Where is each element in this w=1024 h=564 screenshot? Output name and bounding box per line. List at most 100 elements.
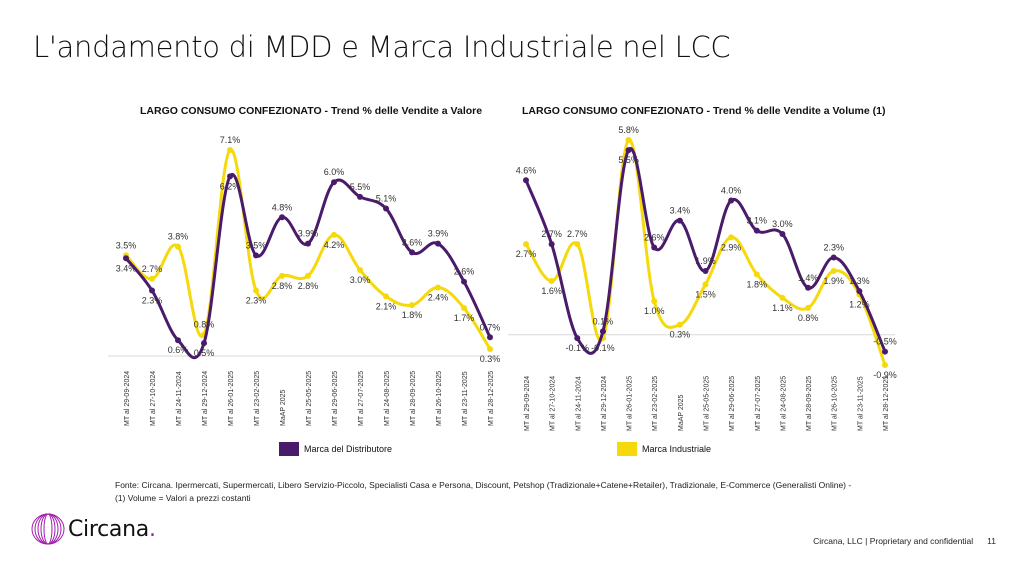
data-point-mdd (175, 337, 181, 344)
circana-rings-icon (31, 513, 65, 545)
data-label-mdd: 1.3% (849, 276, 870, 286)
data-label-mdd: 0.5% (194, 348, 215, 358)
data-label-mdd: -0.5% (873, 337, 897, 347)
data-point-mi (331, 231, 337, 238)
data-label-mi: 2.8% (298, 281, 319, 291)
data-label-mi: 5.8% (618, 125, 639, 135)
x-tick-label: MT al 28-12-2025 (883, 376, 890, 431)
data-point-mdd (383, 205, 389, 212)
data-label-mi: 2.7% (142, 264, 163, 274)
data-point-mi (625, 137, 632, 143)
data-point-mdd (357, 193, 363, 200)
data-point-mi (175, 243, 181, 250)
x-tick-label: MT al 26-01-2025 (627, 376, 634, 431)
data-point-mi (676, 321, 683, 328)
x-tick-label: MaAP 2025 (678, 394, 685, 431)
data-point-mi (574, 241, 581, 248)
data-point-mdd (487, 334, 493, 341)
data-label-mi: 2.9% (721, 242, 742, 252)
data-label-mi: 4.2% (324, 240, 345, 250)
data-label-mi: 2.4% (428, 293, 449, 303)
legend-label-mdd: Marca del Distributore (304, 444, 393, 454)
chart-volume: 4.6% 2.7% -0.1% 0.1% 5.5% 2.6% 3.4% 1.9% 4.0% 3.1… (508, 125, 897, 431)
x-tick-label: MT al 23-11-2025 (857, 376, 864, 431)
series-line-mdd (124, 172, 492, 360)
data-label-mdd: 2.6% (644, 232, 665, 242)
data-point-mi (461, 305, 467, 312)
data-label-mdd: 2.7% (541, 229, 562, 239)
data-point-mdd (702, 267, 709, 274)
data-point-mi (753, 271, 760, 278)
data-point-mi (227, 147, 233, 153)
data-point-mdd (305, 240, 311, 247)
x-tick-label: MT al 29-06-2025 (729, 376, 736, 431)
footnote-volume-note: (1) Volume = Valori a prezzi costanti (115, 493, 251, 503)
data-point-mi (779, 294, 786, 301)
data-point-mdd (779, 231, 786, 238)
footer: Circana, LLC | Proprietary and confident… (813, 536, 996, 546)
logo-text: Circana. (68, 517, 156, 542)
data-point-mdd (574, 335, 581, 342)
data-label-mdd: 3.1% (747, 216, 768, 226)
data-point-mi (702, 281, 709, 288)
data-label-mi: 1.1% (772, 303, 793, 313)
data-label-mi: 2.3% (246, 295, 267, 305)
x-tick-label: MT al 28-09-2025 (410, 371, 417, 426)
footer-confidential: Circana, LLC | Proprietary and confident… (813, 536, 974, 546)
data-label-mdd: 2.3% (823, 243, 844, 253)
data-label-mi: 1.0% (644, 306, 665, 316)
data-label-mdd: 3.9% (298, 229, 319, 239)
data-label-mi: 1.9% (823, 276, 844, 286)
data-label-mi: 0.3% (670, 330, 691, 340)
data-label-mdd: 5.1% (376, 194, 397, 204)
data-label-mi: 1.6% (541, 286, 562, 296)
data-label-mdd: 6.0% (324, 167, 345, 177)
data-label-mi: 0.8% (194, 319, 215, 329)
data-point-mi (357, 266, 363, 273)
data-point-mi (805, 304, 812, 311)
x-tick-label: MT al 27-10-2024 (150, 371, 157, 426)
x-tick-label: MT al 29-09-2024 (524, 376, 531, 431)
data-point-mdd (830, 254, 837, 261)
x-tick-label: MT al 25-05-2025 (306, 371, 313, 426)
chart-title-volume: LARGO CONSUMO CONFEZIONATO - Trend % del… (522, 105, 886, 117)
data-point-mdd (651, 244, 658, 251)
data-label-mdd: 0.6% (168, 345, 189, 355)
data-point-mi (279, 272, 285, 279)
footnote-source: Fonte: Circana. Ipermercati, Supermercat… (115, 480, 852, 490)
data-label-mi: 0.3% (480, 354, 501, 364)
data-label-mdd: 4.8% (272, 202, 293, 212)
data-point-mdd (149, 287, 155, 294)
data-point-mi (487, 346, 493, 352)
x-tick-label: MT al 26-01-2025 (228, 371, 235, 426)
data-point-mdd (599, 328, 606, 335)
data-point-mdd (123, 255, 129, 262)
data-point-mdd (201, 340, 207, 347)
data-label-mdd: -0.1% (566, 343, 590, 353)
data-label-mdd: 3.0% (772, 219, 793, 229)
chart-valore: 3.4% 2.3% 0.6% 0.5% 6.2% 3.5% 4.8% 3.9% 6.0% 5.5%… (108, 135, 500, 426)
data-label-mi: 2.7% (516, 249, 537, 259)
data-point-mi (149, 275, 155, 282)
data-point-mdd (676, 217, 683, 224)
data-label-mdd: 5.5% (350, 182, 371, 192)
legend-item-mdd: Marca del Distributore (279, 442, 392, 456)
data-point-mi (728, 234, 735, 241)
footnote: Fonte: Circana. Ipermercati, Supermercat… (115, 479, 851, 505)
data-label-mi: -0.1% (591, 343, 615, 353)
data-label-mi: 2.7% (567, 229, 588, 239)
x-tick-label: MT al 25-05-2025 (704, 376, 711, 431)
x-tick-label: MT al 26-10-2025 (436, 371, 443, 426)
data-label-mi: 3.5% (116, 240, 137, 250)
legend-swatch-mi (617, 442, 637, 456)
x-tick-label: MT al 29-06-2025 (332, 371, 339, 426)
data-point-mdd (548, 241, 555, 248)
x-tick-label: MT al 28-12-2025 (488, 371, 495, 426)
data-point-mdd (227, 173, 233, 180)
data-label-mdd: 3.4% (116, 263, 137, 273)
data-point-mdd (523, 177, 529, 184)
data-label-mi: 7.1% (220, 135, 241, 145)
x-tick-label: MT al 29-12-2024 (202, 371, 209, 426)
data-label-mi: 3.8% (168, 232, 189, 242)
data-label-mdd: 3.6% (402, 237, 423, 247)
